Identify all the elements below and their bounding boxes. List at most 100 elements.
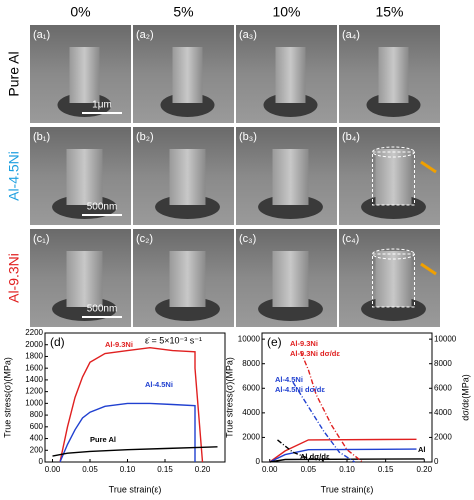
scale-label: 500nm [87, 304, 118, 315]
y-tick-label: 1600 [25, 363, 43, 372]
pillar [378, 47, 409, 103]
y2-tick-label: 4000 [434, 408, 452, 417]
panel-label: (c₁) [33, 233, 50, 245]
series-line [269, 438, 417, 463]
series-name: Pure Al [90, 435, 116, 444]
series-line [52, 446, 218, 457]
y2-axis-label: dσ/dε(MPa) [460, 374, 470, 421]
x-tick-label: 0.15 [157, 465, 173, 474]
y-tick-label: 6000 [242, 383, 260, 392]
y-tick-label: 800 [30, 410, 44, 419]
arrow [420, 160, 437, 174]
pillar [169, 149, 206, 205]
series-line [299, 351, 363, 463]
series-line [292, 381, 356, 463]
y-tick-label: 1800 [25, 352, 43, 361]
y-axis-label: True stress(σ)(MPa) [224, 357, 234, 438]
y-tick-label: 1200 [25, 387, 43, 396]
panel-label: (c₂) [136, 233, 153, 245]
series-name: Al dσ/dε [300, 452, 330, 461]
series-line [59, 346, 204, 463]
series-line [269, 458, 425, 463]
scale-label: 1μm [92, 100, 112, 111]
y-tick-label: 400 [30, 434, 44, 443]
panel-label: (b₃) [239, 131, 257, 143]
series-name: Al-9.3Ni [105, 340, 133, 349]
pillar [169, 251, 206, 307]
x-tick-label: 0.05 [82, 465, 98, 474]
y-axis-label: True stress(σ)(MPa) [2, 357, 12, 438]
x-axis-label: True strain(ε) [109, 484, 162, 494]
x-axis-label: True strain(ε) [321, 484, 374, 494]
y-tick-label: 1000 [25, 398, 43, 407]
pillar [272, 251, 309, 307]
series-name: Al [418, 445, 426, 454]
plot-frame [261, 332, 433, 463]
column-header: 10% [272, 4, 300, 20]
y-tick-label: 0 [256, 457, 261, 466]
pillar [66, 149, 103, 205]
panel-label: (d) [50, 335, 65, 349]
pillar [272, 149, 309, 205]
scale-label: 500nm [87, 202, 118, 213]
x-tick-label: 0.10 [120, 465, 136, 474]
y2-tick-label: 10000 [434, 334, 457, 343]
dashed-outline [372, 151, 415, 206]
panel-label: (e) [267, 335, 282, 349]
y-tick-label: 2000 [242, 433, 260, 442]
y2-tick-label: 2000 [434, 433, 452, 442]
x-tick-label: 0.00 [262, 465, 278, 474]
column-header: 0% [70, 4, 90, 20]
series-line [277, 439, 324, 462]
y-tick-label: 2000 [25, 340, 43, 349]
panel-label: (c₄) [342, 233, 359, 245]
y-tick-label: 1400 [25, 375, 43, 384]
pillar [66, 251, 103, 307]
series-name: Al-4.5Ni [145, 380, 173, 389]
column-header: 5% [173, 4, 193, 20]
column-header: 15% [375, 4, 403, 20]
x-tick-label: 0.10 [339, 465, 355, 474]
row-label: Pure Al [6, 51, 22, 96]
y2-tick-label: 0 [434, 457, 439, 466]
y2-tick-label: 8000 [434, 359, 452, 368]
y-tick-label: 600 [30, 422, 44, 431]
y-tick-label: 2200 [25, 328, 43, 337]
pillar [375, 149, 412, 205]
plot-frame [44, 332, 226, 463]
panel-label: (a₃) [239, 29, 257, 41]
row-label: Al-4.5Ni [6, 151, 22, 201]
series-name: Al-4.5Ni [275, 375, 303, 384]
series-line [269, 448, 417, 463]
annotation: ε̇ = 5×10⁻³ s⁻¹ [145, 335, 202, 345]
panel-label: (b₄) [342, 131, 360, 143]
panel-label: (b₁) [33, 131, 50, 143]
dashed-outline [372, 253, 415, 308]
pillar [275, 47, 306, 103]
y-tick-label: 4000 [242, 408, 260, 417]
x-tick-label: 0.00 [45, 465, 61, 474]
pillar [375, 251, 412, 307]
series-name: Al-9.3Ni dσ/dε [290, 349, 340, 358]
x-tick-label: 0.15 [378, 465, 394, 474]
x-tick-label: 0.20 [195, 465, 211, 474]
pillar [69, 47, 100, 103]
y2-tick-label: 6000 [434, 383, 452, 392]
x-tick-label: 0.20 [416, 465, 432, 474]
series-name: Al-9.3Ni [290, 339, 318, 348]
panel-label: (a₄) [342, 29, 360, 41]
panel-label: (a₂) [136, 29, 154, 41]
y-tick-label: 0 [39, 457, 44, 466]
arrow [420, 262, 437, 276]
pillar [172, 47, 203, 103]
series-line [59, 402, 196, 463]
y-tick-label: 200 [30, 445, 44, 454]
series-name: Al-4.5Ni dσ/dε [275, 385, 325, 394]
y-tick-label: 10000 [238, 334, 261, 343]
panel-label: (c₃) [239, 233, 256, 245]
panel-label: (a₁) [33, 29, 50, 41]
panel-label: (b₂) [136, 131, 154, 143]
x-tick-label: 0.05 [301, 465, 317, 474]
y-tick-label: 8000 [242, 359, 260, 368]
